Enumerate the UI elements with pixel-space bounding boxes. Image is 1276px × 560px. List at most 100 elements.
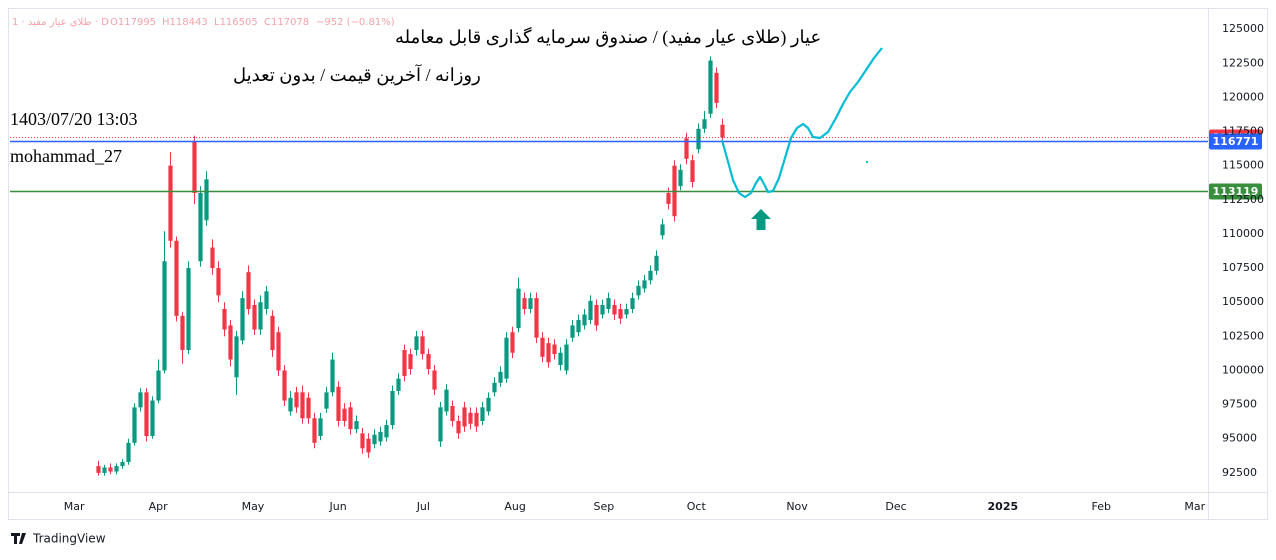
y-tick-label: 100000 <box>1222 363 1264 376</box>
candle-body <box>678 169 683 187</box>
y-tick-label: 110000 <box>1222 227 1264 240</box>
candle-body <box>636 285 641 296</box>
candle-body <box>228 325 233 360</box>
candle-body <box>456 420 461 434</box>
y-tick-label: 95000 <box>1222 432 1257 445</box>
candle-body <box>402 349 407 376</box>
candle-body <box>162 261 167 371</box>
candle-body <box>594 304 599 326</box>
up-arrow <box>751 209 771 230</box>
candle-body <box>390 390 395 426</box>
forecast-path <box>720 47 883 199</box>
candle-body <box>504 337 509 379</box>
candle-body <box>264 291 269 310</box>
candle-body <box>606 298 611 310</box>
axes: 92500 95000 97500 100000 102500 105000 107500 1… <box>64 22 1264 513</box>
price-label: 116771 <box>1213 135 1259 148</box>
candle-body <box>468 412 473 424</box>
candles <box>96 56 725 476</box>
candle-body <box>462 407 467 427</box>
candle-body <box>354 420 359 430</box>
candle-body <box>168 165 173 241</box>
candle-body <box>576 319 581 333</box>
y-tick-label: 120000 <box>1222 90 1264 103</box>
title: عیار (طلای عیار مفید) / صندوق سرمایه گذا… <box>395 26 821 48</box>
x-tick-label: Aug <box>504 500 525 513</box>
x-tick-label: Oct <box>687 500 707 513</box>
candle-body <box>276 332 281 371</box>
header-close: C117078 <box>264 17 309 28</box>
candle-body <box>510 332 515 353</box>
candle-body <box>120 461 125 467</box>
price-lines: 117078116771113119 <box>10 129 1262 200</box>
y-tick-label: 102500 <box>1222 329 1264 342</box>
candle-body <box>498 371 503 383</box>
candle-body <box>654 255 659 271</box>
candle-body <box>342 408 347 421</box>
candle-body <box>570 325 575 338</box>
timestamp: 1403/07/20 13:03 <box>10 109 138 129</box>
y-tick-label: 125000 <box>1222 22 1264 35</box>
candle-body <box>324 392 329 409</box>
candle-body <box>198 192 203 262</box>
candle-body <box>540 337 545 357</box>
candle-body <box>222 309 227 330</box>
candle-body <box>582 314 587 326</box>
y-tick-label: 115000 <box>1222 159 1264 172</box>
candle-body <box>630 298 635 310</box>
candle-body <box>312 418 317 443</box>
candle-body <box>126 442 131 462</box>
candle-body <box>558 352 563 366</box>
candle-body <box>108 467 113 472</box>
y-tick-label: 122500 <box>1222 56 1264 69</box>
header-low: L116505 <box>214 17 258 28</box>
candle-body <box>660 224 665 236</box>
candle-body <box>156 370 161 401</box>
candle-body <box>702 119 707 129</box>
candle-body <box>360 433 365 449</box>
x-tick-label: Sep <box>594 500 615 513</box>
candle-body <box>138 392 143 408</box>
dot <box>866 161 868 163</box>
author: mohammad_27 <box>10 146 122 166</box>
y-tick-label: 97500 <box>1222 398 1257 411</box>
candle-body <box>624 309 629 315</box>
candle-body <box>102 467 107 473</box>
candle-body <box>480 407 485 421</box>
candle-body <box>306 397 311 419</box>
header-open: O117995 <box>110 17 156 28</box>
candle-body <box>474 412 479 427</box>
candle-body <box>96 466 101 473</box>
candle-body <box>252 304 257 330</box>
x-tick-label: Mar <box>64 500 85 513</box>
x-tick-label: Apr <box>149 500 169 513</box>
header-high: H118443 <box>162 17 208 28</box>
x-tick-label: May <box>242 500 265 513</box>
x-tick-label: Nov <box>786 500 808 513</box>
candle-body <box>240 298 245 341</box>
candle-body <box>492 382 497 393</box>
candle-body <box>486 397 491 412</box>
candle-body <box>210 247 215 269</box>
header-change: −952 (−0.81%) <box>316 17 395 28</box>
candle-body <box>684 138 689 159</box>
candle-body <box>132 407 137 443</box>
y-tick-label: 117500 <box>1222 125 1264 138</box>
chart-frame <box>8 8 1268 520</box>
candle-body <box>294 392 299 408</box>
candle-body <box>690 160 695 183</box>
price-label-box <box>1209 133 1262 150</box>
candle-body <box>174 240 179 316</box>
candle-body <box>192 141 197 193</box>
candle-body <box>186 268 191 350</box>
candle-body <box>552 344 557 355</box>
candle-body <box>546 343 551 363</box>
candle-body <box>150 400 155 437</box>
logo <box>11 533 26 544</box>
candle-body <box>234 336 239 378</box>
candle-body <box>180 315 185 350</box>
candle-body <box>708 60 713 114</box>
x-tick-label: Dec <box>885 500 906 513</box>
candle-body <box>666 192 671 204</box>
